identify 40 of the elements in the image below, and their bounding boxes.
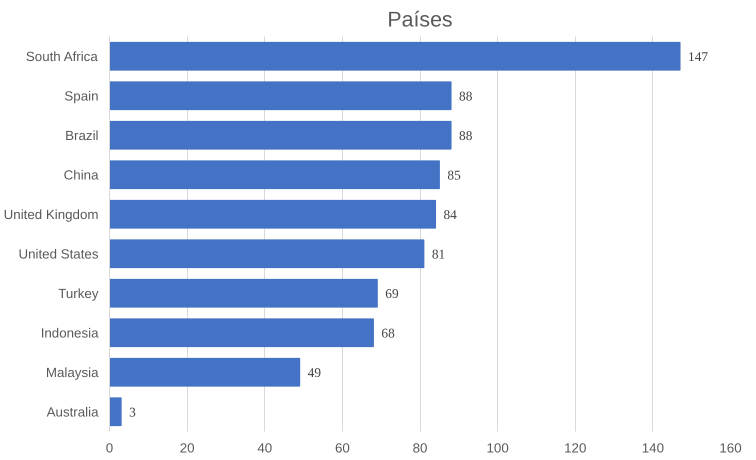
bar xyxy=(110,42,681,71)
data-label: 49 xyxy=(308,364,322,380)
data-label: 69 xyxy=(385,286,399,301)
bar xyxy=(110,318,374,348)
y-tick-label: China xyxy=(64,167,100,182)
y-tick-label: Australia xyxy=(46,404,100,420)
y-tick-label: United Kingdom xyxy=(4,206,99,222)
y-tick-label: Brazil xyxy=(65,128,99,143)
data-label: 81 xyxy=(432,246,446,262)
x-tick-label: 160 xyxy=(719,440,742,456)
data-label: 85 xyxy=(447,167,462,182)
x-tick-label: 100 xyxy=(486,440,509,456)
y-tick-label: Spain xyxy=(64,88,99,104)
x-tick-label: 120 xyxy=(564,440,586,456)
y-tick-label: United States xyxy=(18,246,99,262)
y-tick-label: Malaysia xyxy=(46,364,100,380)
data-label: 68 xyxy=(381,325,396,340)
y-tick-label: Turkey xyxy=(58,286,99,301)
bar xyxy=(110,358,300,387)
data-label: 88 xyxy=(459,88,473,104)
data-label: 147 xyxy=(688,48,708,64)
x-tick-label: 140 xyxy=(642,440,664,456)
data-label: 84 xyxy=(444,206,458,222)
bar xyxy=(110,160,440,190)
x-tick-label: 20 xyxy=(180,440,195,456)
data-label: 88 xyxy=(459,128,473,143)
bar xyxy=(110,397,122,426)
y-tick-label: South Africa xyxy=(26,48,98,64)
bar xyxy=(110,120,452,150)
bar xyxy=(110,81,452,110)
bar xyxy=(110,200,436,229)
x-tick-label: 40 xyxy=(257,440,272,456)
x-tick-label: 60 xyxy=(334,440,350,456)
x-tick-label: 80 xyxy=(412,440,428,456)
chart-title: Países xyxy=(387,8,453,32)
data-label: 3 xyxy=(129,404,136,420)
bar xyxy=(110,278,378,308)
x-tick-label: 0 xyxy=(106,440,114,456)
bar xyxy=(110,239,424,268)
y-tick-label: Indonesia xyxy=(40,325,100,340)
